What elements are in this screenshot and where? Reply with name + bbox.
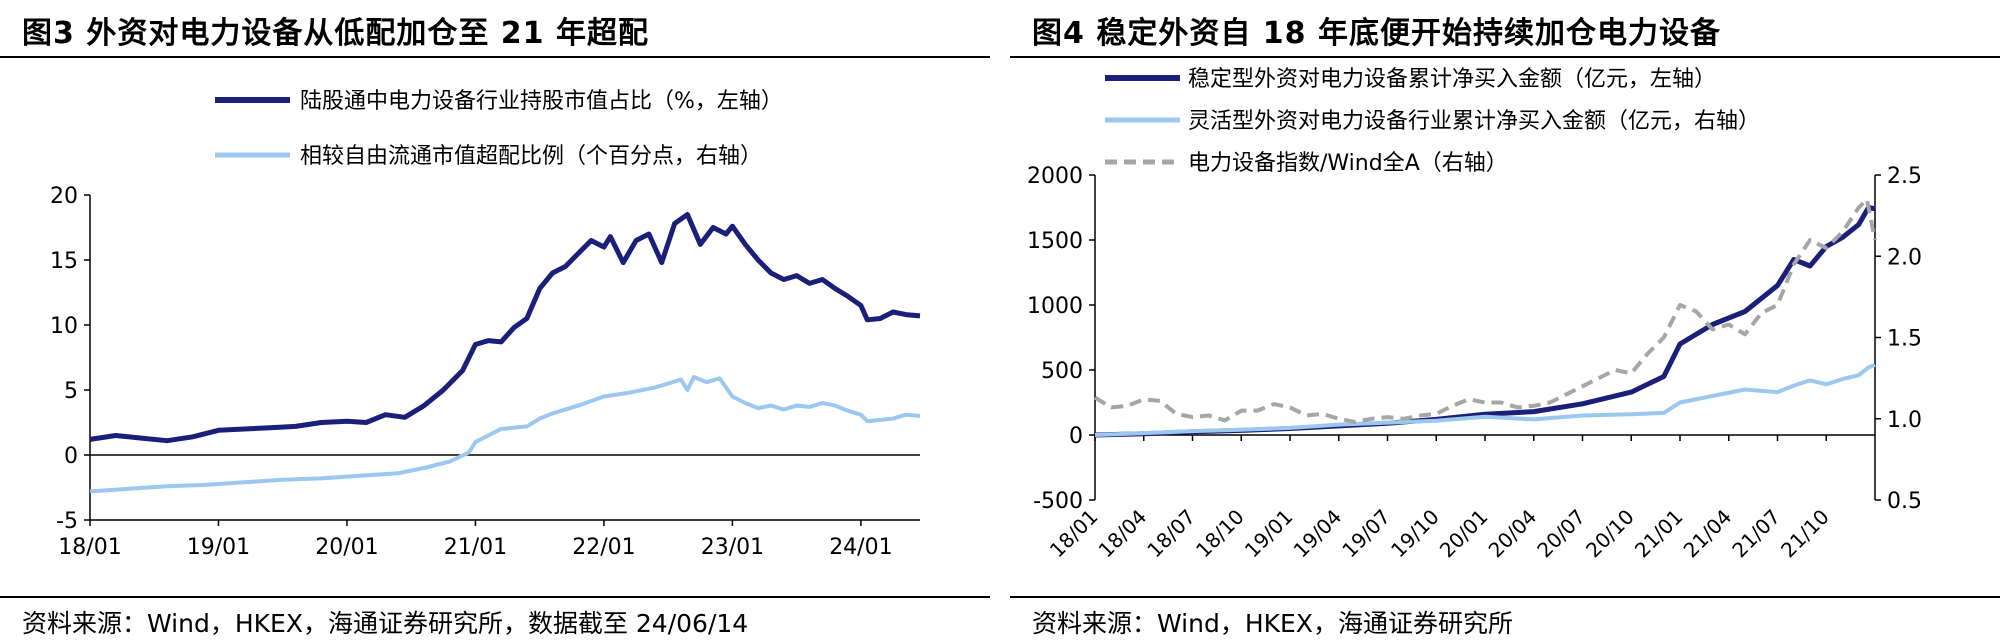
left-y-tick-label: -500 [1033, 489, 1083, 514]
x-tick-label: 20/10 [1581, 505, 1639, 563]
y-tick-label: 15 [50, 249, 78, 274]
x-tick-label: 21/07 [1727, 505, 1785, 563]
x-tick-label: 18/10 [1191, 505, 1249, 563]
x-tick-label: 23/01 [701, 535, 764, 560]
x-tick-label: 24/01 [829, 535, 892, 560]
right-y-tick-label: 0.5 [1887, 489, 1922, 514]
series-line-2 [1094, 362, 1876, 437]
y-tick-label: 5 [64, 379, 78, 404]
series-line-1 [1094, 205, 1876, 438]
x-tick-label: 18/07 [1142, 505, 1200, 563]
left-y-tick-label: 1500 [1027, 229, 1083, 254]
x-tick-label: 20/01 [1435, 505, 1493, 563]
x-tick-label: 21/10 [1776, 505, 1834, 563]
x-tick-label: 19/01 [187, 535, 250, 560]
x-tick-label: 21/04 [1679, 505, 1737, 563]
legend-label-1: 稳定型外资对电力设备累计净买入金额（亿元，左轴） [1188, 67, 1716, 92]
x-tick-label: 22/01 [572, 535, 635, 560]
figure-3-panel: 图3 外资对电力设备从低配加仓至 21 年超配 20 15 10 5 0 -5 18/01 1… [0, 0, 990, 642]
x-tick-label: 20/07 [1532, 505, 1590, 563]
figure-4-source: 资料来源：Wind，HKEX，海通证券研究所 [1032, 609, 1513, 638]
left-y-tick-label: 0 [1069, 424, 1083, 449]
x-tick-label: 19/01 [1240, 505, 1298, 563]
x-tick-label: 19/10 [1386, 505, 1444, 563]
legend-label-2: 相较自由流通市值超配比例（个百分点，右轴） [300, 144, 762, 169]
y-tick-label: -5 [56, 509, 78, 534]
x-tick-label: 21/01 [1630, 505, 1688, 563]
x-tick-label: 19/07 [1337, 505, 1395, 563]
figure-4-title: 图4 稳定外资自 18 年底便开始持续加仓电力设备 [1032, 16, 1721, 51]
figure-4-panel: 图4 稳定外资自 18 年底便开始持续加仓电力设备 2000 1500 1000 50… [1010, 0, 2000, 642]
left-y-tick-label: 2000 [1027, 164, 1083, 189]
figure-4-top-rule [1010, 56, 2000, 58]
figure-4-bottom-rule [1010, 596, 2000, 598]
figure-3-bottom-rule [0, 596, 990, 598]
legend-label-3: 电力设备指数/Wind全A（右轴） [1188, 151, 1508, 176]
x-tick-label: 18/01 [58, 535, 121, 560]
x-tick-label: 20/04 [1484, 505, 1542, 563]
figure-3-chart: 20 15 10 5 0 -518/01 19/01 20/01 21/01 22/01 23/01… [50, 89, 921, 560]
legend-label-1: 陆股通中电力设备行业持股市值占比（%，左轴） [300, 89, 783, 114]
x-tick-label: 20/01 [315, 535, 378, 560]
left-y-tick-label: 1000 [1027, 294, 1083, 319]
right-y-tick-label: 1.5 [1887, 327, 1922, 352]
right-y-tick-label: 2.0 [1887, 245, 1922, 270]
y-tick-label: 0 [64, 444, 78, 469]
series-line-3 [1093, 197, 1877, 424]
right-y-tick-label: 1.0 [1887, 408, 1922, 433]
x-tick-label: 18/04 [1094, 505, 1152, 563]
figure-3-top-rule [0, 56, 990, 58]
figure-4-chart: 2000150010005000-5002.52.01.51.00.518/01… [1027, 67, 1922, 563]
y-tick-label: 20 [50, 184, 78, 209]
x-tick-label: 21/01 [444, 535, 507, 560]
right-y-tick-label: 2.5 [1887, 164, 1922, 189]
series-line-1 [89, 212, 921, 444]
figure-3-title: 图3 外资对电力设备从低配加仓至 21 年超配 [22, 16, 649, 51]
x-tick-label: 19/04 [1289, 505, 1347, 563]
figure-3-source: 资料来源：Wind，HKEX，海通证券研究所，数据截至 24/06/14 [22, 609, 749, 638]
legend-label-2: 灵活型外资对电力设备行业累计净买入金额（亿元，右轴） [1188, 109, 1760, 134]
left-y-tick-label: 500 [1041, 359, 1083, 384]
series-line-2 [89, 375, 921, 494]
y-tick-label: 10 [50, 314, 78, 339]
